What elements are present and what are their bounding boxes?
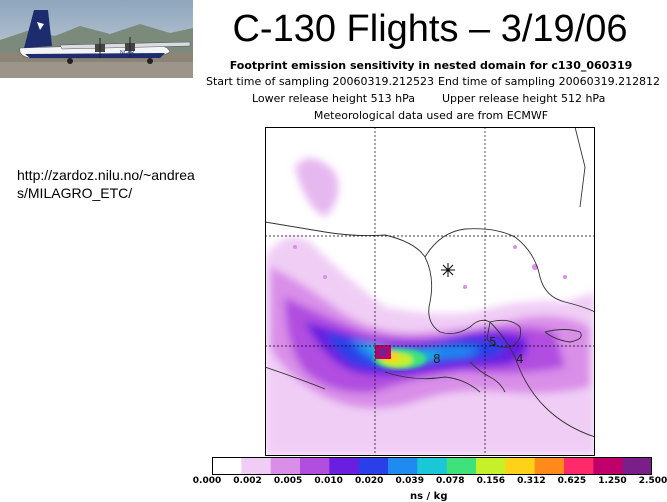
colorbar-tick-label: 0.039 (395, 476, 424, 486)
colorbar-segment (476, 457, 506, 475)
source-url[interactable]: http://zardoz.nilu.no/~andreas/MILAGRO_E… (17, 167, 195, 201)
colorbar-tick-label: 2.500 (638, 476, 667, 486)
aircraft-photo: NCAR (0, 0, 193, 78)
colorbar-segment (622, 457, 652, 475)
figure-title: Footprint emission sensitivity in nested… (229, 59, 633, 72)
lower-release-height: Lower release height 513 hPa (252, 92, 415, 105)
colorbar (212, 457, 652, 475)
colorbar-tick-label: 0.005 (273, 476, 303, 486)
end-time: End time of sampling 20060319.212812 (438, 75, 661, 88)
colorbar-tick-label: 0.078 (436, 476, 465, 486)
colorbar-segment (270, 457, 301, 475)
colorbar-border (212, 457, 652, 475)
colorbar-tick-label: 0.010 (314, 476, 343, 486)
upper-release-height: Upper release height 512 hPa (442, 92, 606, 105)
colorbar-segment (593, 457, 624, 475)
colorbar-segment (505, 457, 536, 475)
colorbar-segment (534, 457, 565, 475)
colorbar-segment (564, 457, 594, 475)
coastline (265, 221, 595, 438)
start-time: Start time of sampling 20060319.212523 (206, 75, 435, 88)
colorbar-segment (388, 457, 418, 475)
met-data-source: Meteorological data used are from ECMWF (313, 109, 549, 122)
c130-aircraft-icon: NCAR (0, 0, 193, 78)
footprint-map: 8 5 4 (265, 127, 595, 456)
colorbar-segment (417, 457, 448, 475)
colorbar-tick-label: 0.000 (192, 476, 222, 486)
colorbar-segment (358, 457, 389, 475)
colorbar-tick-label: 0.312 (517, 476, 546, 486)
colorbar-tick-label: 0.625 (557, 476, 587, 486)
colorbar-tick-label: 0.002 (233, 476, 262, 486)
colorbar-segment (329, 457, 360, 475)
colorbar-tick-label: 0.020 (354, 476, 384, 486)
map-label-5: 5 (489, 335, 497, 349)
svg-text:NCAR: NCAR (120, 50, 135, 56)
colorbar-units: ns / kg (410, 491, 448, 502)
colorbar-segment (212, 457, 242, 475)
colorbar-ticks: 0.000 0.002 0.005 0.010 0.020 0.039 0.078 0.156… (193, 476, 667, 490)
colorbar-tick-label: 1.250 (598, 476, 627, 486)
colorbar-tick-label: 0.156 (476, 476, 506, 486)
footprint-map-svg: 8 5 4 (265, 127, 595, 456)
slide-title: C-130 Flights – 3/19/06 (232, 8, 628, 50)
colorbar-segment (300, 457, 330, 475)
colorbar-segment (446, 457, 477, 475)
map-label-4: 4 (516, 352, 524, 366)
colorbar-segment (241, 457, 272, 475)
map-label-8: 8 (433, 352, 441, 366)
release-point-marker (441, 263, 455, 277)
